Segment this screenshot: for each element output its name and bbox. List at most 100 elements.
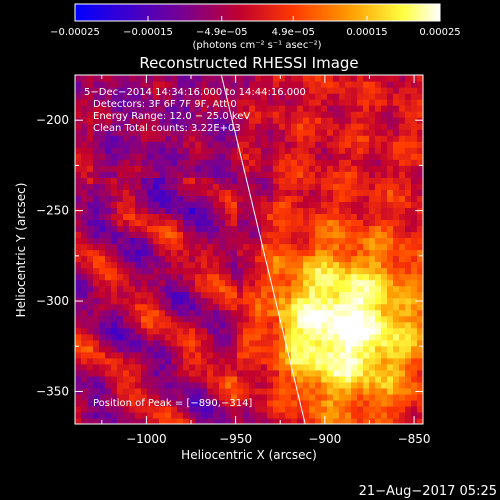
- heatmap-cell: [207, 189, 214, 196]
- heatmap-cell: [393, 369, 400, 377]
- heatmap-cell: [375, 327, 382, 335]
- heatmap-cell: [195, 93, 202, 100]
- heatmap-cell: [327, 261, 334, 269]
- heatmap-cell: [207, 339, 214, 347]
- heatmap-cell: [273, 201, 280, 208]
- heatmap-cell: [381, 321, 388, 329]
- heatmap-cell: [393, 417, 400, 424]
- heatmap-cell: [249, 219, 256, 227]
- heatmap-cell: [405, 177, 412, 184]
- heatmap-cell: [135, 291, 142, 299]
- heatmap-cell: [153, 219, 160, 227]
- heatmap-cell: [87, 309, 94, 317]
- heatmap-cell: [117, 219, 124, 227]
- solar-limb-line: [220, 74, 306, 425]
- heatmap-cell: [165, 123, 172, 130]
- heatmap-cell: [417, 285, 423, 293]
- heatmap-cell: [111, 195, 118, 202]
- heatmap-cell: [411, 363, 418, 371]
- heatmap-cell: [255, 285, 262, 293]
- heatmap-cell: [303, 411, 310, 419]
- heatmap-cell: [351, 261, 358, 269]
- heatmap-cell: [381, 405, 388, 413]
- heatmap-cell: [171, 321, 178, 329]
- heatmap-cell: [381, 237, 388, 245]
- heatmap-cell: [417, 417, 423, 424]
- heatmap-cell: [339, 75, 346, 82]
- heatmap-cell: [411, 267, 418, 275]
- heatmap-cell: [279, 375, 286, 383]
- heatmap-cell: [147, 93, 154, 100]
- heatmap-cell: [231, 315, 238, 323]
- heatmap-cell: [369, 387, 376, 395]
- heatmap-cell: [369, 273, 376, 281]
- heatmap-cell: [105, 315, 112, 323]
- heatmap-cell: [369, 159, 376, 166]
- heatmap-cell: [201, 195, 208, 202]
- heatmap-cell: [87, 243, 94, 251]
- heatmap-cell: [255, 147, 262, 154]
- heatmap-cell: [315, 75, 322, 82]
- heatmap-cell: [219, 363, 226, 371]
- heatmap-cell: [123, 327, 130, 335]
- heatmap-cell: [123, 279, 130, 287]
- heatmap-cell: [135, 393, 142, 401]
- heatmap-cell: [207, 249, 214, 257]
- heatmap-cell: [399, 381, 406, 389]
- heatmap-cell: [195, 249, 202, 257]
- heatmap-cell: [195, 315, 202, 323]
- heatmap-cell: [99, 333, 106, 341]
- heatmap-cell: [375, 159, 382, 166]
- heatmap-cell: [345, 405, 352, 413]
- heatmap-cell: [147, 219, 154, 227]
- heatmap-cell: [333, 405, 340, 413]
- heatmap-cell: [219, 345, 226, 353]
- heatmap-cell: [111, 219, 118, 227]
- heatmap-cell: [369, 315, 376, 323]
- heatmap-cell: [363, 417, 370, 424]
- heatmap-cell: [123, 219, 130, 227]
- heatmap-cell: [297, 339, 304, 347]
- heatmap-cell: [123, 141, 130, 148]
- heatmap-cell: [267, 249, 274, 257]
- heatmap-cell: [321, 93, 328, 100]
- heatmap-cell: [99, 363, 106, 371]
- heatmap-cell: [219, 297, 226, 305]
- heatmap-cell: [207, 129, 214, 136]
- heatmap-cell: [99, 195, 106, 202]
- heatmap-cell: [207, 279, 214, 287]
- heatmap-cell: [297, 333, 304, 341]
- heatmap-cell: [327, 405, 334, 413]
- heatmap-cell: [375, 105, 382, 112]
- heatmap-cell: [357, 87, 364, 94]
- heatmap-cell: [225, 309, 232, 317]
- heatmap-cell: [189, 141, 196, 148]
- heatmap-cell: [291, 105, 298, 112]
- heatmap-cell: [363, 375, 370, 383]
- heatmap-cell: [99, 381, 106, 389]
- heatmap-cell: [315, 123, 322, 130]
- heatmap-cell: [243, 195, 250, 202]
- heatmap-cell: [75, 153, 82, 160]
- heatmap-cell: [99, 369, 106, 377]
- heatmap-cell: [231, 237, 238, 245]
- heatmap-cell: [123, 81, 130, 88]
- heatmap-cell: [345, 183, 352, 190]
- heatmap-cell: [111, 303, 118, 311]
- heatmap-cell: [225, 327, 232, 335]
- heatmap-cell: [339, 363, 346, 371]
- heatmap-cell: [303, 81, 310, 88]
- heatmap-cell: [387, 153, 394, 160]
- heatmap-cell: [195, 219, 202, 227]
- heatmap-cell: [345, 309, 352, 317]
- heatmap-cell: [117, 201, 124, 208]
- heatmap-cell: [105, 195, 112, 202]
- heatmap-cell: [75, 357, 82, 365]
- heatmap-cell: [315, 117, 322, 124]
- heatmap-cell: [273, 219, 280, 227]
- heatmap-cell: [357, 231, 364, 239]
- heatmap-cell: [411, 183, 418, 190]
- heatmap-cell: [297, 195, 304, 202]
- heatmap-cell: [135, 105, 142, 112]
- heatmap-cell: [147, 291, 154, 299]
